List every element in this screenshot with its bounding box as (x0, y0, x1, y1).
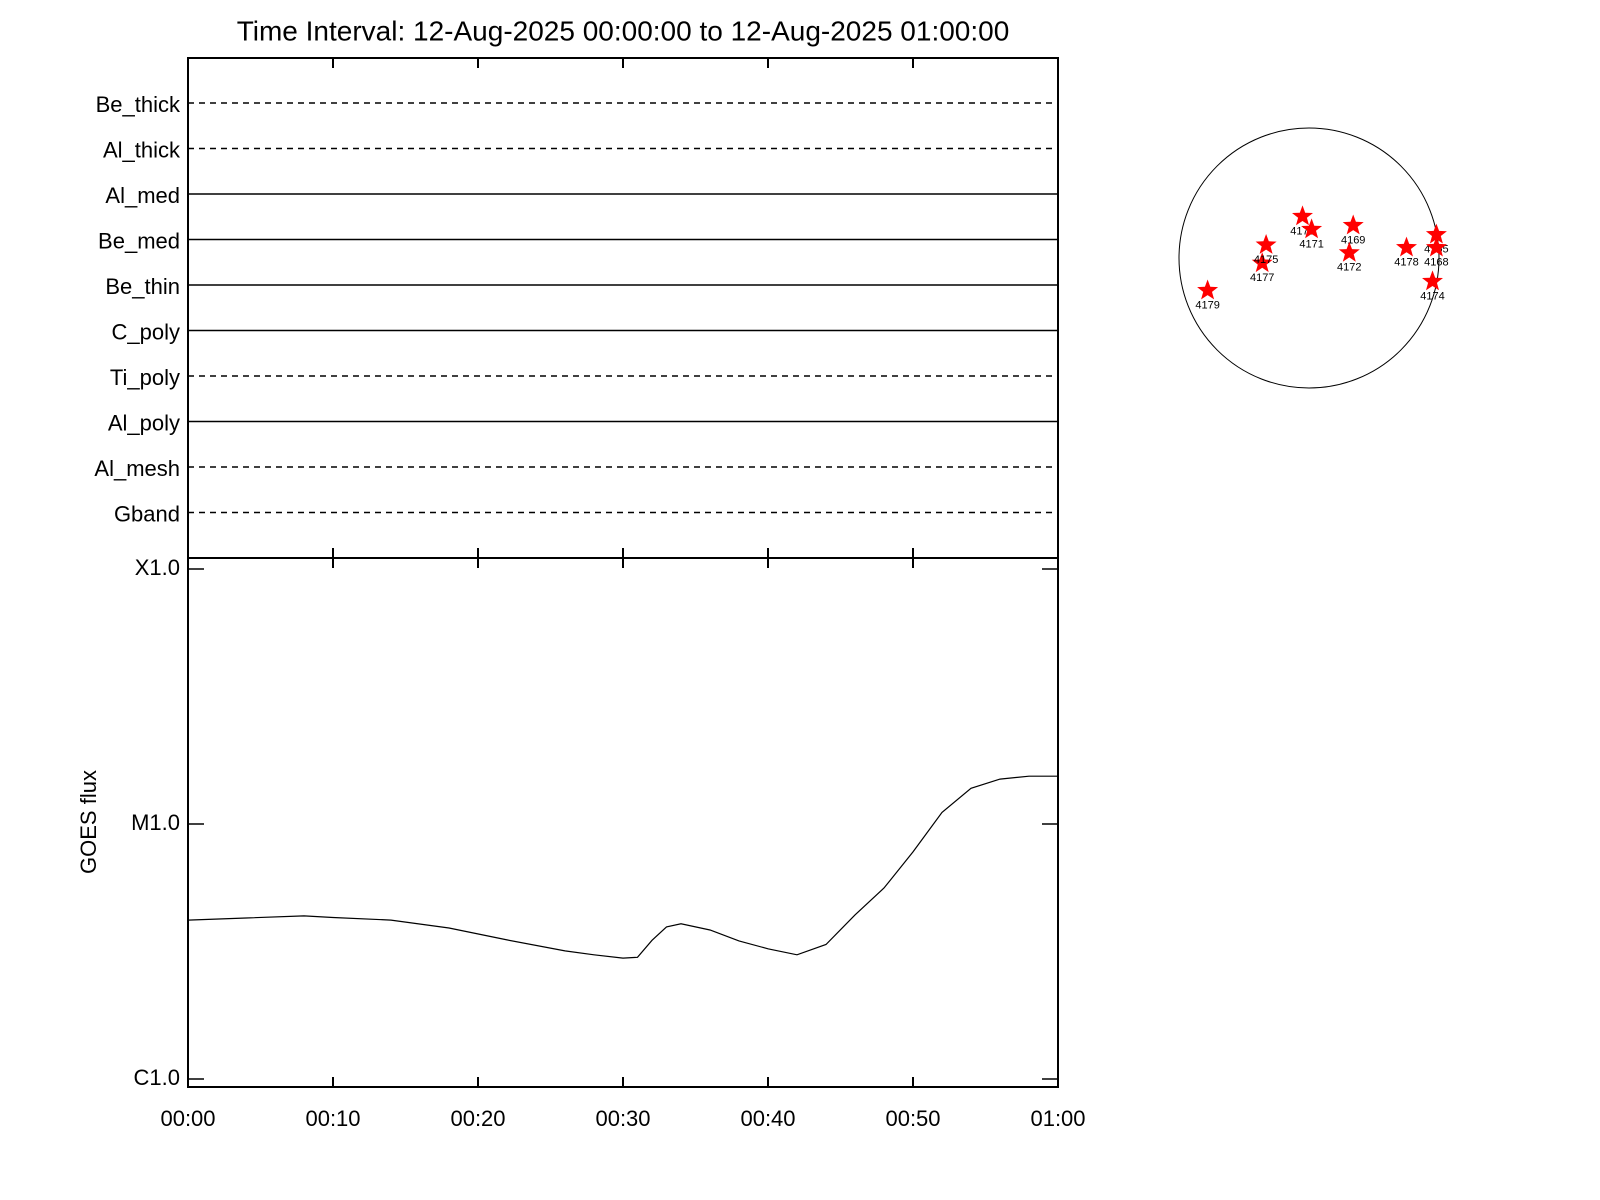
y-tick-label: X1.0 (135, 555, 180, 580)
flux-line (187, 775, 1058, 959)
filter-label: Al_mesh (94, 456, 180, 481)
filter-label: Al_thick (103, 137, 181, 162)
region-label: 4172 (1337, 262, 1361, 274)
region-label: 4168 (1424, 257, 1448, 269)
filter-label: Be_med (98, 228, 180, 253)
x-tick-label: 00:40 (740, 1106, 795, 1131)
y-tick-label: M1.0 (131, 810, 180, 835)
region-label: 4169 (1341, 234, 1365, 246)
y-tick-label: C1.0 (134, 1065, 180, 1090)
region-label: 4178 (1394, 257, 1418, 269)
region-label: 4175 (1254, 254, 1278, 266)
chart-title: Time Interval: 12-Aug-2025 00:00:00 to 1… (237, 15, 1010, 46)
filter-label: C_poly (112, 319, 180, 344)
x-tick-label: 00:20 (450, 1106, 505, 1131)
y-axis-label: GOES flux (76, 770, 101, 874)
region-marker (1197, 279, 1219, 300)
region-label: 4179 (1195, 299, 1219, 311)
region-marker (1425, 236, 1447, 257)
region-marker (1338, 241, 1360, 262)
region-marker (1301, 218, 1323, 239)
region-marker (1396, 236, 1417, 257)
region-marker (1342, 214, 1364, 235)
filter-label: Gband (114, 501, 180, 526)
region-marker (1425, 223, 1447, 244)
solar-disk (1178, 127, 1440, 389)
filter-label: Ti_poly (110, 365, 180, 390)
x-tick-label: 01:00 (1030, 1106, 1085, 1131)
x-tick-label: 00:00 (160, 1106, 215, 1131)
region-marker (1292, 205, 1313, 226)
x-tick-label: 00:10 (305, 1106, 360, 1131)
x-tick-label: 00:50 (885, 1106, 940, 1131)
region-marker (1251, 252, 1273, 273)
flux-panel (187, 557, 1059, 1088)
x-tick-label: 00:30 (595, 1106, 650, 1131)
filter-label: Be_thin (105, 274, 180, 299)
filter-panel (187, 57, 1059, 559)
region-marker (1255, 234, 1277, 254)
filter-label: Al_poly (108, 410, 180, 435)
region-label: 4177 (1250, 272, 1274, 284)
filter-label: Be_thick (96, 92, 181, 117)
region-label: 4174 (1420, 290, 1444, 302)
region-marker (1422, 270, 1443, 291)
region-label: 4171 (1299, 238, 1323, 250)
filter-label: Al_med (105, 183, 180, 208)
